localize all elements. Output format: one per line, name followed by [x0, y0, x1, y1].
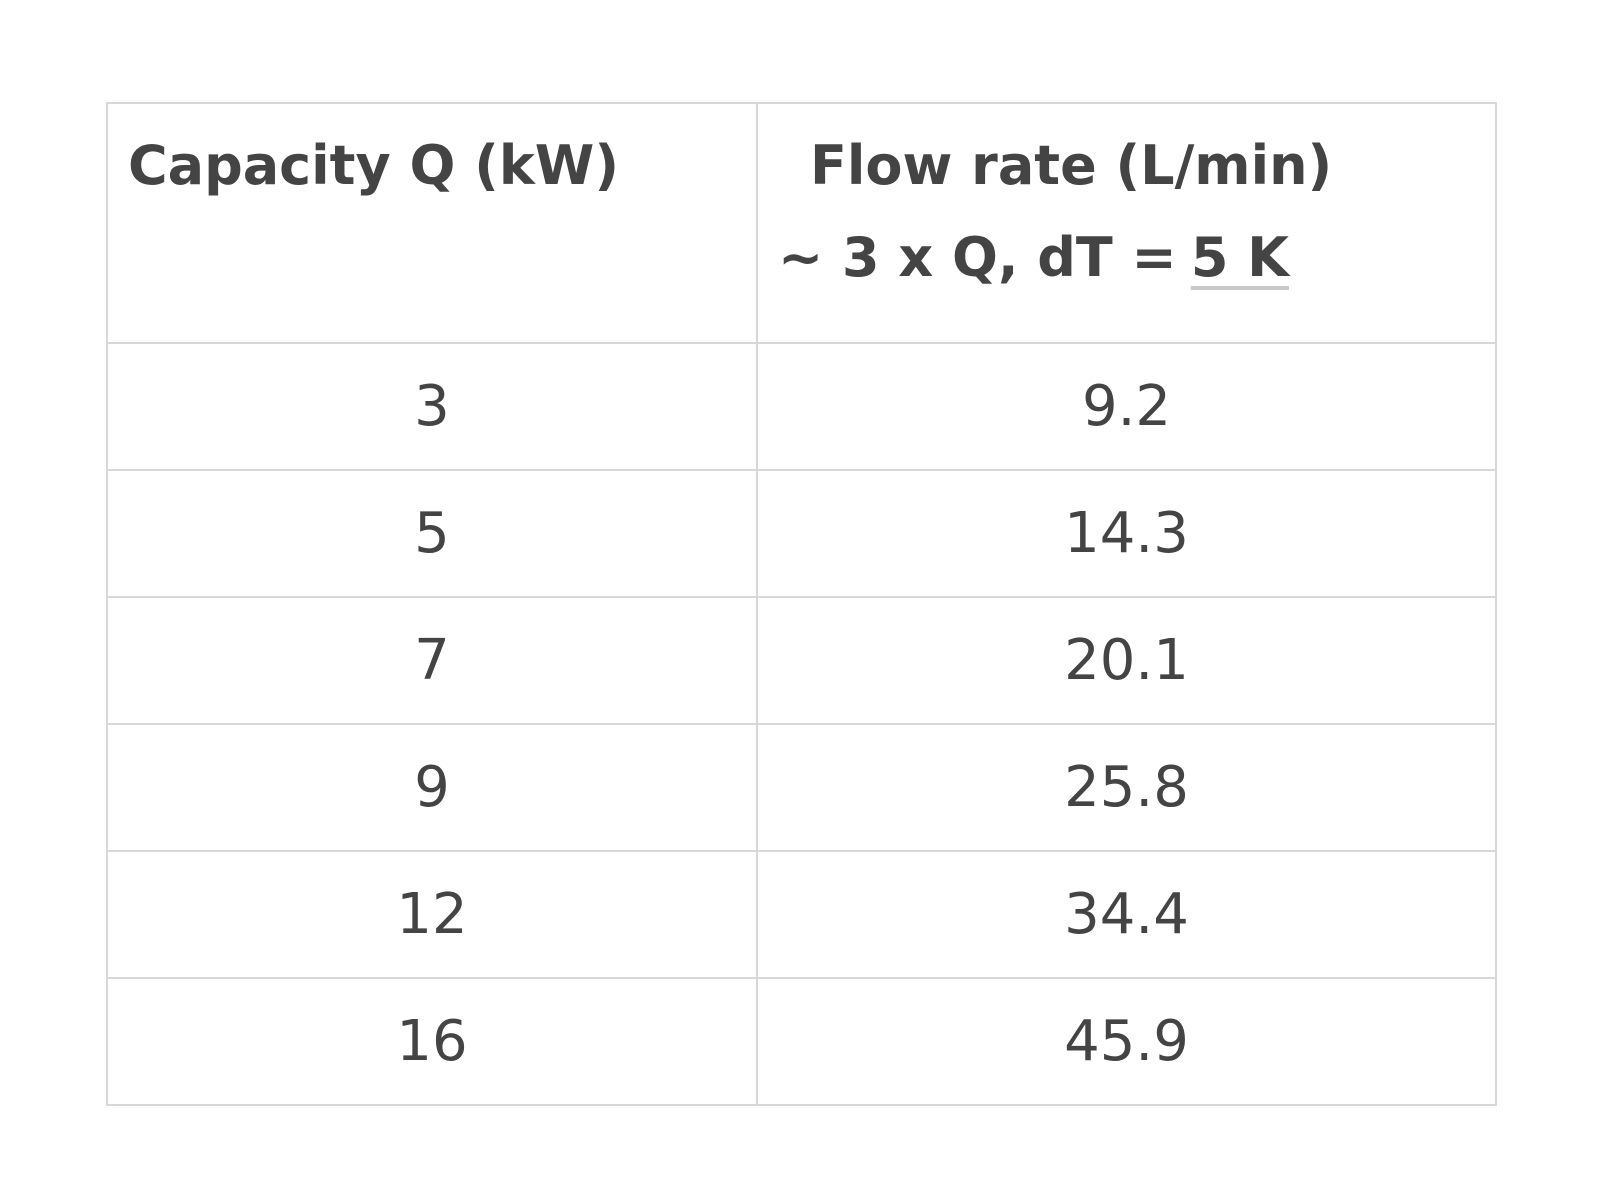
table-cell: 3: [106, 342, 758, 471]
header-title: Capacity Q (kW): [128, 134, 620, 197]
header-cell: Capacity Q (kW): [106, 102, 758, 344]
table-row: 16 45.9: [106, 977, 1497, 1106]
table-row: 9 25.8: [106, 723, 1497, 852]
table-cell: 45.9: [756, 977, 1497, 1106]
table-cell: 25.8: [756, 723, 1497, 852]
table-cell: 12: [106, 850, 758, 979]
table-header: Capacity Q (kW) Flow rate (L/min) ~ 3 x …: [106, 102, 1497, 344]
table-cell: 20.1: [756, 596, 1497, 725]
table-cell: 5: [106, 469, 758, 598]
table-cell: 9: [106, 723, 758, 852]
table-row: 7 20.1: [106, 596, 1497, 725]
table-body: 3 9.2 5 14.3 7 20.1 9 25.8 12 34.4 16 45.9: [106, 342, 1497, 1106]
header-row: Capacity Q (kW) Flow rate (L/min) ~ 3 x …: [106, 102, 1497, 344]
header-formula: ~ 3 x Q, dT =: [778, 226, 1177, 289]
table-row: 3 9.2: [106, 342, 1497, 471]
table-cell: 14.3: [756, 469, 1497, 598]
header-link[interactable]: 5 K: [1190, 226, 1290, 289]
data-table: Capacity Q (kW) Flow rate (L/min) ~ 3 x …: [106, 102, 1497, 1106]
table-row: 12 34.4: [106, 850, 1497, 979]
table-cell: 34.4: [756, 850, 1497, 979]
table-row: 5 14.3: [106, 469, 1497, 598]
table-cell: 9.2: [756, 342, 1497, 471]
header-cell: Flow rate (L/min) ~ 3 x Q, dT = 5 K: [756, 102, 1497, 344]
table-cell: 16: [106, 977, 758, 1106]
header-title: Flow rate (L/min): [810, 134, 1333, 197]
table-cell: 7: [106, 596, 758, 725]
